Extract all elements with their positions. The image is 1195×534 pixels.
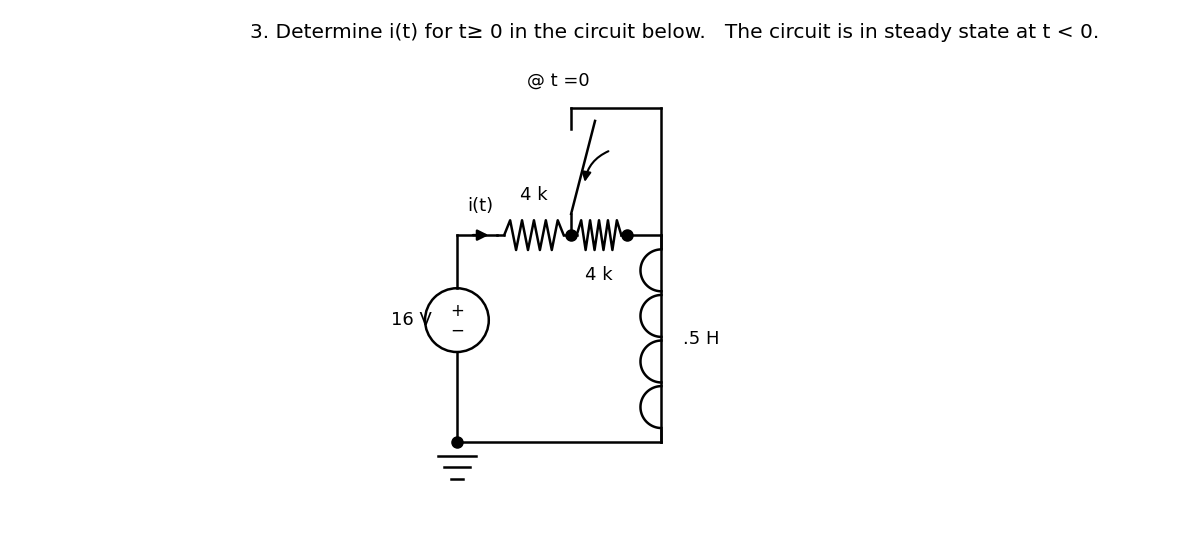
Text: 4 k: 4 k bbox=[520, 186, 547, 205]
Text: .5 H: .5 H bbox=[682, 329, 719, 348]
Text: −: − bbox=[451, 322, 464, 340]
Text: i(t): i(t) bbox=[467, 197, 494, 215]
Text: 3. Determine i(t) for t≥ 0 in the circuit below.   The circuit is in steady stat: 3. Determine i(t) for t≥ 0 in the circui… bbox=[250, 22, 1099, 42]
Text: 4 k: 4 k bbox=[586, 266, 613, 284]
Text: 16 V: 16 V bbox=[391, 311, 433, 329]
Text: @ t =0: @ t =0 bbox=[527, 72, 589, 90]
Text: +: + bbox=[451, 302, 464, 319]
